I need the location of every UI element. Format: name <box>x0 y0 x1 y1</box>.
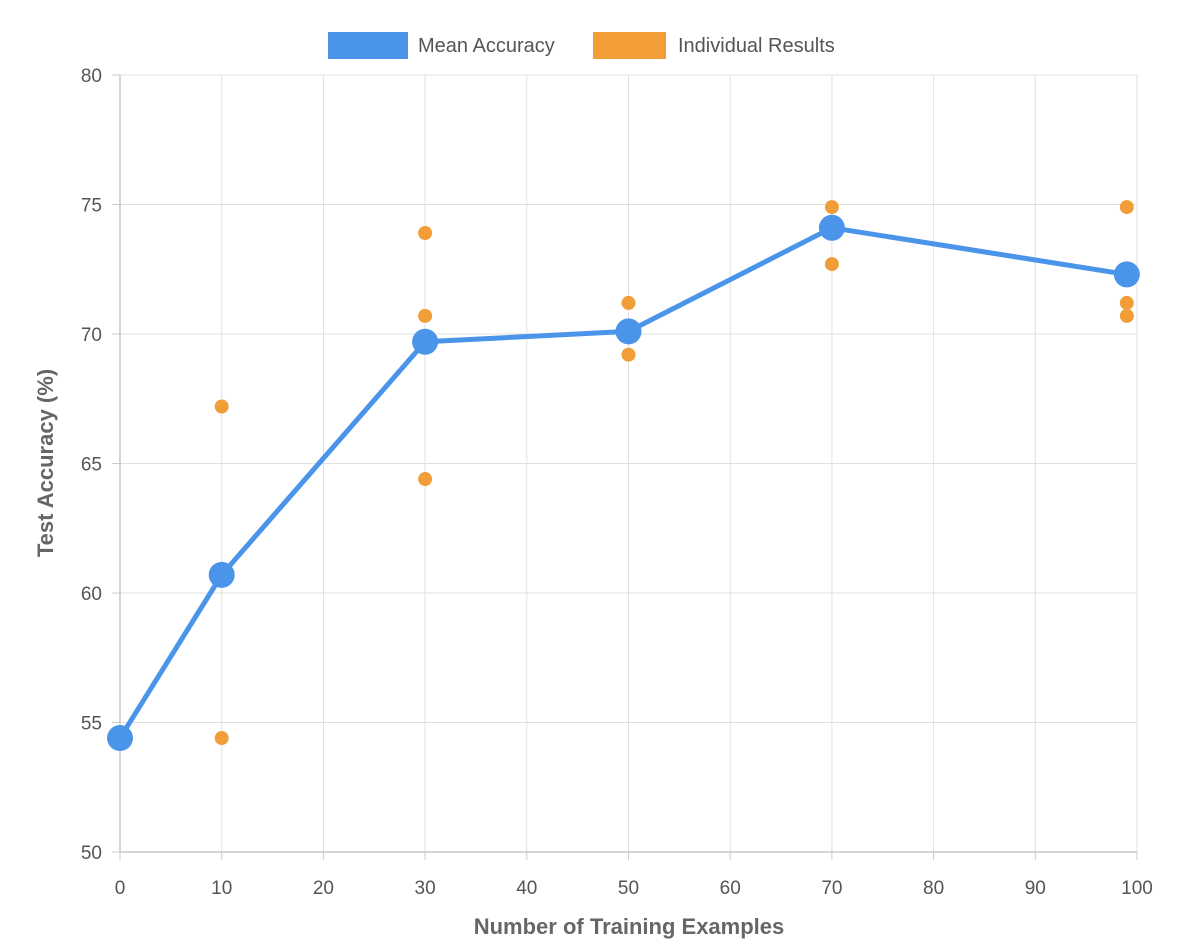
tick-labels: 0 10 20 30 40 50 60 70 80 90 100 50 55 60 65 70 75 80 <box>81 66 1153 899</box>
mean-accuracy-point[interactable] <box>412 328 439 355</box>
x-tick-label: 40 <box>516 878 537 899</box>
grid-lines <box>119 74 1138 853</box>
mean-accuracy-point[interactable] <box>818 214 845 241</box>
mean-accuracy-point[interactable] <box>208 561 235 588</box>
mean-accuracy-point[interactable] <box>107 725 133 752</box>
mean-accuracy-series <box>107 214 1140 752</box>
legend[interactable]: Mean Accuracy Individual Results <box>328 32 835 59</box>
y-tick-label: 60 <box>81 584 102 605</box>
individual-result-point[interactable] <box>214 731 229 746</box>
individual-result-point[interactable] <box>824 200 839 215</box>
x-tick-label: 60 <box>720 878 741 899</box>
x-tick-label: 70 <box>821 878 842 899</box>
legend-swatch-mean-accuracy[interactable] <box>328 32 408 59</box>
x-tick-label: 0 <box>115 878 126 899</box>
legend-label-individual-results[interactable]: Individual Results <box>678 35 835 57</box>
individual-result-point[interactable] <box>214 399 229 414</box>
x-tick-label: 10 <box>211 878 232 899</box>
y-axis-title: Test Accuracy (%) <box>33 369 58 557</box>
x-tick-label: 50 <box>618 878 639 899</box>
x-tick-label: 80 <box>923 878 944 899</box>
individual-result-point[interactable] <box>1119 295 1134 310</box>
individual-result-point[interactable] <box>418 225 433 240</box>
legend-label-mean-accuracy[interactable]: Mean Accuracy <box>418 35 555 57</box>
individual-results-series <box>214 200 1134 746</box>
individual-result-point[interactable] <box>824 257 839 272</box>
legend-swatch-individual-results[interactable] <box>593 32 666 59</box>
y-tick-label: 70 <box>81 325 102 346</box>
y-tick-label: 80 <box>81 66 102 87</box>
x-tick-label: 20 <box>313 878 334 899</box>
individual-result-point[interactable] <box>621 347 636 362</box>
individual-result-point[interactable] <box>418 472 433 487</box>
x-axis-title: Number of Training Examples <box>474 914 785 939</box>
individual-result-point[interactable] <box>621 295 636 310</box>
individual-result-point[interactable] <box>1119 200 1134 215</box>
axes <box>112 74 1138 860</box>
y-tick-label: 75 <box>81 196 102 217</box>
x-tick-label: 30 <box>415 878 436 899</box>
mean-accuracy-point[interactable] <box>1113 261 1140 288</box>
individual-result-point[interactable] <box>418 308 433 323</box>
mean-accuracy-point[interactable] <box>615 318 642 345</box>
mean-accuracy-line <box>117 225 1128 740</box>
y-tick-label: 65 <box>81 455 102 476</box>
x-tick-label: 90 <box>1025 878 1046 899</box>
x-tick-label: 100 <box>1121 878 1153 899</box>
y-tick-label: 55 <box>81 714 102 735</box>
individual-result-point[interactable] <box>1119 308 1134 323</box>
y-tick-label: 50 <box>81 843 102 864</box>
